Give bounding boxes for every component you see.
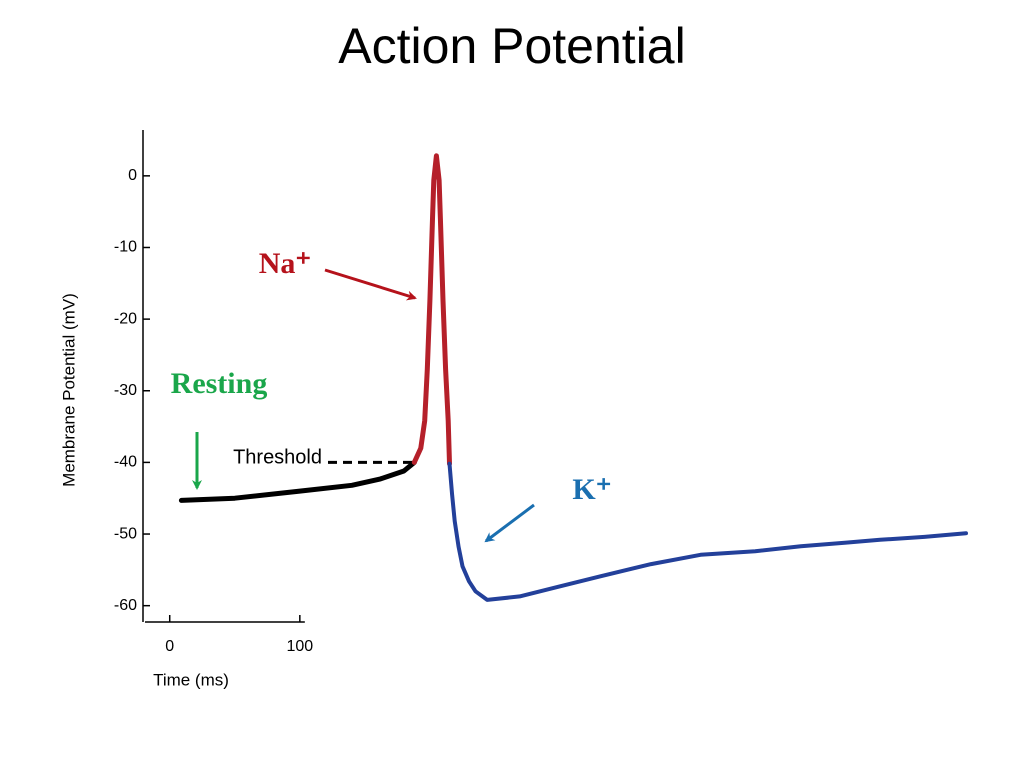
x-tick-label: 0: [165, 638, 174, 655]
sodium-arrow: [324, 268, 417, 301]
y-tick-label: -10: [114, 239, 137, 256]
y-tick-label: -20: [114, 310, 137, 327]
slide-title: Action Potential: [338, 18, 685, 74]
threshold-label: Threshold: [233, 447, 322, 469]
y-tick-label: -30: [114, 382, 137, 399]
x-tick-label: 100: [286, 638, 313, 655]
y-tick-label: 0: [128, 167, 137, 184]
trace: [447, 461, 968, 602]
y-tick-label: -50: [114, 525, 137, 542]
resting-label: Resting: [171, 367, 268, 400]
y-axis-label: Membrane Potential (mV): [59, 293, 78, 487]
y-tick-label: -40: [114, 454, 137, 471]
potassium-arrow: [484, 503, 535, 543]
trace: [178, 459, 417, 503]
plot: 0 -10 -20 -30 -40 -50 -60 0 100 Threshold: [114, 130, 968, 655]
trace: [411, 153, 452, 467]
x-axis-label: Time (ms): [153, 670, 229, 689]
potassium-label: K⁺: [572, 473, 611, 506]
sodium-label: Na⁺: [259, 247, 312, 280]
y-tick-label: -60: [114, 597, 137, 614]
